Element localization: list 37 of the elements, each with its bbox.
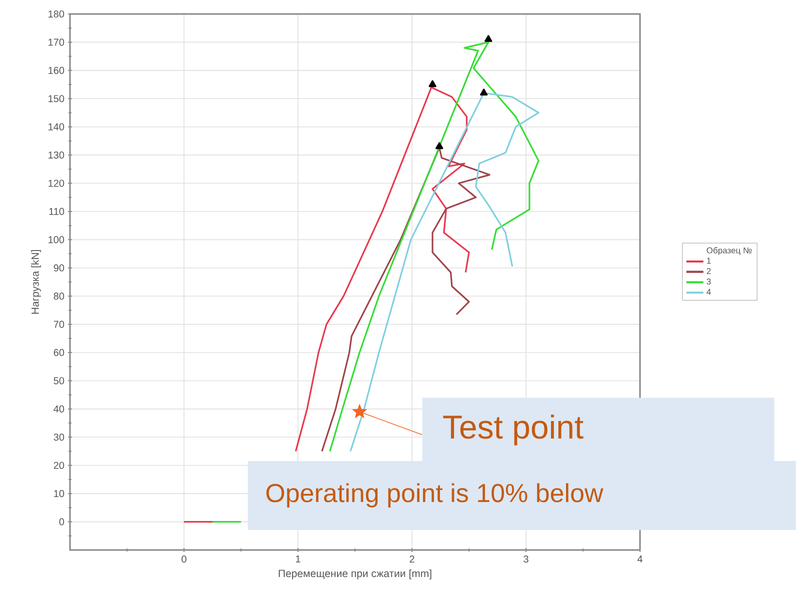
legend-label: 4 [706, 288, 711, 295]
y-tick-label: 170 [48, 38, 64, 46]
y-tick-label: 70 [54, 320, 64, 328]
y-tick-label: 180 [48, 10, 64, 18]
y-tick-label: 140 [48, 123, 64, 130]
y-tick-label: 10 [54, 490, 64, 498]
y-tick-label: 20 [54, 462, 64, 469]
x-axis-title: Перемещение при сжатии [mm] [278, 569, 432, 580]
x-tick-label: 3 [524, 556, 528, 563]
y-tick-label: 100 [48, 236, 64, 244]
y-tick-label: 160 [48, 66, 64, 74]
y-tick-label: 120 [48, 180, 64, 187]
y-tick-label: 30 [54, 434, 64, 441]
legend-label: 3 [706, 278, 711, 285]
y-tick-label: 150 [48, 95, 64, 102]
legend-title: Образец № [706, 247, 752, 256]
y-tick-label: 50 [54, 377, 64, 384]
point [436, 142, 444, 150]
x-tick-label: 4 [637, 556, 642, 562]
y-tick-label: 130 [48, 152, 64, 159]
y-axis-title: Нагрузка [kN] [31, 250, 41, 314]
point [428, 80, 436, 88]
y-tick-label: 60 [54, 348, 64, 356]
legend-label: 2 [706, 268, 711, 274]
x-tick-label: 2 [410, 556, 414, 562]
legend-label: 1 [707, 258, 711, 264]
y-tick-label: 80 [54, 292, 64, 300]
y-tick-label: 110 [49, 208, 64, 216]
point [484, 35, 492, 42]
y-tick-label: 40 [54, 405, 64, 412]
point [480, 88, 488, 96]
annotation: Operating point is 10% below [266, 483, 604, 508]
y-tick-label: 0 [59, 518, 64, 526]
y-tick-label: 90 [54, 264, 64, 272]
annotation: Test point [443, 414, 584, 446]
x-tick-label: 1 [296, 556, 300, 562]
x-tick-label: 0 [182, 556, 186, 563]
